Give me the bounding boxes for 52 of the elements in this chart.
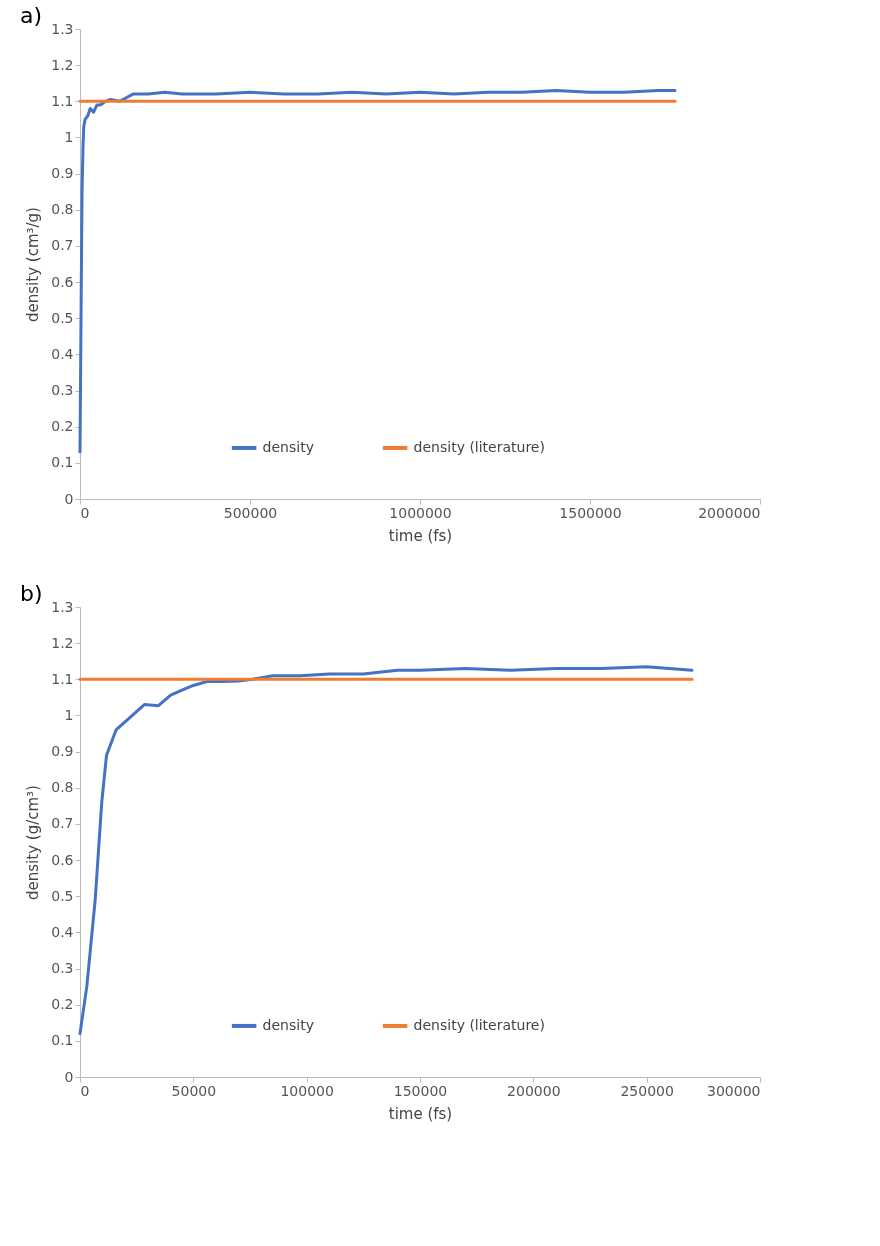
x-tick-label: 500000 bbox=[223, 504, 278, 521]
y-tick-label: 1.3 bbox=[51, 598, 74, 615]
line-series bbox=[78, 88, 677, 454]
y-tick-label: 0.3 bbox=[51, 382, 74, 399]
y-tick-label: 0 bbox=[64, 1068, 74, 1085]
legend-label: density (literature) bbox=[413, 438, 545, 455]
x-tick-label: 100000 bbox=[280, 1082, 334, 1099]
chart-title: b) bbox=[20, 581, 43, 606]
x-tick-label: 250000 bbox=[620, 1082, 674, 1099]
y-tick-label: 0.7 bbox=[51, 815, 74, 832]
x-tick-label: 50000 bbox=[171, 1082, 217, 1099]
y-tick-label: 0.2 bbox=[51, 996, 74, 1013]
y-axis-title: density (cm³/g) bbox=[24, 207, 43, 322]
x-axis-title: time (fs) bbox=[388, 526, 453, 545]
y-tick-label: 0.2 bbox=[51, 418, 74, 435]
y-tick-label: 1 bbox=[64, 128, 74, 145]
y-tick-label: 0.9 bbox=[51, 165, 74, 182]
y-tick-label: 0.4 bbox=[51, 923, 74, 940]
y-tick-label: 0.6 bbox=[51, 851, 74, 868]
x-tick-label: 1500000 bbox=[559, 504, 622, 521]
y-tick-label: 1.1 bbox=[51, 92, 74, 109]
legend-label: density bbox=[262, 438, 314, 455]
x-tick-label: 0 bbox=[80, 504, 90, 521]
y-tick-label: 0.3 bbox=[51, 960, 74, 977]
y-tick-label: 0.8 bbox=[51, 779, 74, 796]
legend-label: density (literature) bbox=[413, 1016, 545, 1033]
y-tick-label: 0.5 bbox=[51, 309, 74, 326]
y-tick-label: 0.4 bbox=[51, 345, 74, 362]
chart-title: a) bbox=[20, 3, 43, 28]
x-axis-title: time (fs) bbox=[388, 1104, 453, 1123]
y-tick-label: 0.6 bbox=[51, 273, 74, 290]
x-tick-label: 300000 bbox=[707, 1082, 761, 1099]
y-tick-label: 0 bbox=[64, 490, 74, 507]
x-tick-label: 0 bbox=[80, 1082, 90, 1099]
y-tick-label: 1.2 bbox=[51, 634, 74, 651]
legend-label: density bbox=[262, 1016, 314, 1033]
x-tick-label: 200000 bbox=[507, 1082, 561, 1099]
x-tick-label: 150000 bbox=[393, 1082, 448, 1099]
y-tick-label: 0.5 bbox=[51, 887, 74, 904]
y-tick-label: 1.3 bbox=[51, 20, 74, 37]
y-tick-label: 0.7 bbox=[51, 237, 74, 254]
x-tick-label: 1000000 bbox=[389, 504, 452, 521]
y-tick-label: 1.1 bbox=[51, 670, 74, 687]
y-tick-label: 1 bbox=[64, 706, 74, 723]
y-tick-label: 1.2 bbox=[51, 56, 74, 73]
y-tick-label: 0.8 bbox=[51, 201, 74, 218]
y-tick-label: 0.1 bbox=[51, 454, 74, 471]
y-tick-label: 0.1 bbox=[51, 1032, 74, 1049]
line-series bbox=[78, 665, 694, 1036]
x-tick-label: 2000000 bbox=[698, 504, 761, 521]
y-tick-label: 0.9 bbox=[51, 743, 74, 760]
y-axis-title: density (g/cm³) bbox=[24, 785, 43, 900]
